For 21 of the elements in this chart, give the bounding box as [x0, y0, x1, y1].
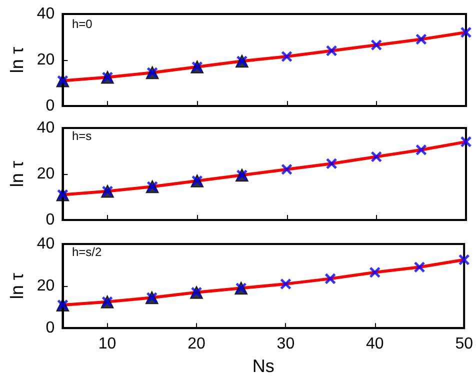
annotation: h=s/2: [72, 245, 102, 259]
annotation: h=0: [72, 17, 93, 31]
x-tick-label: 40: [366, 336, 384, 353]
x-tick-label: 50: [455, 336, 474, 353]
y-tick-label: 0: [46, 98, 55, 114]
y-tick-label: 20: [36, 52, 55, 68]
x-tick-label: 10: [98, 336, 116, 353]
annotation: h=s: [72, 129, 92, 143]
y-tick-label: 20: [36, 278, 55, 295]
x-axis-title: Ns: [252, 356, 274, 376]
y-tick-label: 40: [36, 120, 55, 136]
x-tick-label: 20: [188, 336, 206, 353]
y-axis-title: ln τ: [7, 160, 27, 188]
y-tick-label: 0: [46, 212, 55, 228]
y-tick-label: 40: [36, 6, 55, 22]
y-axis-title: ln τ: [7, 272, 27, 300]
y-axis-title: ln τ: [7, 46, 27, 74]
x-tick-label: 30: [276, 336, 295, 353]
y-tick-label: 0: [46, 320, 55, 337]
y-tick-label: 20: [36, 166, 55, 182]
y-tick-label: 40: [36, 236, 55, 252]
